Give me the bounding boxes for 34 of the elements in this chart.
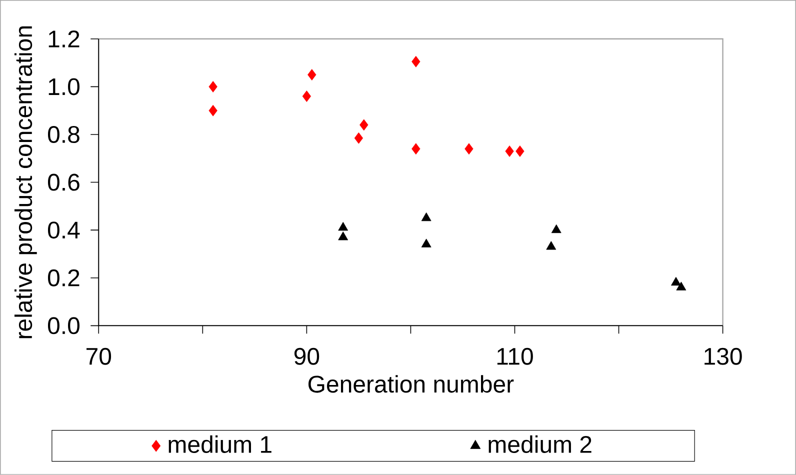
point	[516, 146, 524, 157]
point	[208, 104, 218, 116]
point	[676, 282, 686, 290]
point	[208, 81, 218, 92]
point	[551, 224, 562, 234]
y-tick-label: 0.4	[48, 222, 80, 239]
x-tick-label: 90	[294, 348, 320, 365]
x-tick-label: 70	[86, 348, 112, 365]
point	[412, 143, 420, 155]
point	[412, 56, 420, 68]
point	[505, 146, 514, 157]
y-tick-label: 0.6	[48, 174, 80, 191]
y-tick-label: 0.8	[48, 126, 80, 144]
point	[421, 212, 432, 222]
x-tick-label: 110	[497, 348, 533, 365]
y-axis-title: relative product concentration	[14, 26, 37, 338]
point	[302, 90, 312, 102]
legend-label: medium 1	[168, 435, 272, 454]
point	[546, 241, 556, 250]
y-tick-label: 1.2	[48, 30, 80, 48]
point	[354, 132, 364, 144]
y-tick-label: 0.0	[48, 317, 80, 334]
y-tick-label: 1.0	[48, 78, 80, 96]
x-tick-label: 130	[704, 348, 742, 365]
point	[464, 143, 474, 155]
point	[360, 119, 368, 131]
point	[421, 238, 432, 248]
point	[338, 232, 348, 240]
legend-label: medium 2	[488, 435, 592, 454]
y-tick-label: 0.2	[48, 269, 80, 286]
x-axis-title: Generation number	[308, 375, 514, 393]
point	[671, 277, 681, 286]
point	[308, 69, 316, 80]
point	[338, 222, 348, 231]
